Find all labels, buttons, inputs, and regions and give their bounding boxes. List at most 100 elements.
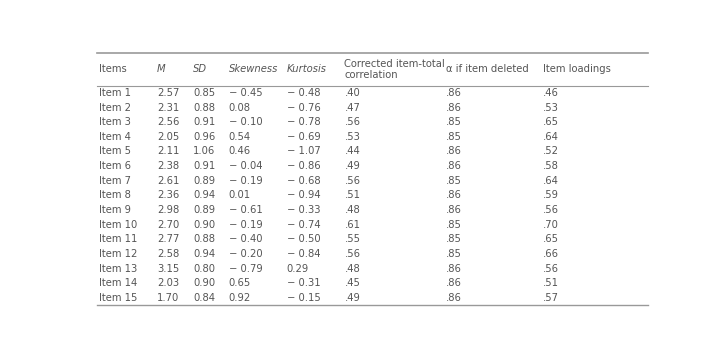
Text: Item 13: Item 13: [99, 264, 137, 274]
Text: .45: .45: [344, 278, 360, 288]
Text: Corrected item-total
correlation: Corrected item-total correlation: [344, 58, 445, 80]
Text: 0.94: 0.94: [193, 249, 215, 259]
Text: 2.70: 2.70: [157, 220, 179, 230]
Text: Item 14: Item 14: [99, 278, 137, 288]
Text: 0.88: 0.88: [193, 234, 215, 244]
Text: Item 6: Item 6: [99, 161, 132, 171]
Text: 2.36: 2.36: [157, 190, 179, 200]
Text: .49: .49: [344, 293, 360, 303]
Text: .86: .86: [446, 190, 462, 200]
Text: 0.94: 0.94: [193, 190, 215, 200]
Text: .64: .64: [543, 176, 559, 186]
Text: 0.85: 0.85: [193, 88, 215, 98]
Text: 0.89: 0.89: [193, 176, 215, 186]
Text: Item 12: Item 12: [99, 249, 137, 259]
Text: − 0.40: − 0.40: [228, 234, 262, 244]
Text: Item 11: Item 11: [99, 234, 137, 244]
Text: − 0.48: − 0.48: [286, 88, 320, 98]
Text: .61: .61: [344, 220, 361, 230]
Text: M: M: [157, 64, 166, 74]
Text: − 0.04: − 0.04: [228, 161, 262, 171]
Text: 1.70: 1.70: [157, 293, 179, 303]
Text: 2.11: 2.11: [157, 146, 179, 157]
Text: − 0.33: − 0.33: [286, 205, 320, 215]
Text: − 0.31: − 0.31: [286, 278, 320, 288]
Text: − 0.10: − 0.10: [228, 117, 262, 127]
Text: .65: .65: [543, 117, 559, 127]
Text: .51: .51: [344, 190, 361, 200]
Text: .57: .57: [543, 293, 559, 303]
Text: 0.65: 0.65: [228, 278, 251, 288]
Text: 0.88: 0.88: [193, 102, 215, 113]
Text: 0.80: 0.80: [193, 264, 215, 274]
Text: − 0.86: − 0.86: [286, 161, 320, 171]
Text: .86: .86: [446, 278, 462, 288]
Text: 2.57: 2.57: [157, 88, 179, 98]
Text: .70: .70: [543, 220, 559, 230]
Text: 2.77: 2.77: [157, 234, 179, 244]
Text: − 0.79: − 0.79: [228, 264, 262, 274]
Text: Item 8: Item 8: [99, 190, 131, 200]
Text: 2.05: 2.05: [157, 132, 179, 142]
Text: 0.01: 0.01: [228, 190, 251, 200]
Text: .53: .53: [344, 132, 360, 142]
Text: − 0.50: − 0.50: [286, 234, 320, 244]
Text: .85: .85: [446, 220, 462, 230]
Text: .47: .47: [344, 102, 360, 113]
Text: − 0.19: − 0.19: [228, 220, 262, 230]
Text: .51: .51: [543, 278, 559, 288]
Text: .48: .48: [344, 264, 360, 274]
Text: − 0.45: − 0.45: [228, 88, 262, 98]
Text: .53: .53: [543, 102, 559, 113]
Text: α if item deleted: α if item deleted: [446, 64, 529, 74]
Text: Item 2: Item 2: [99, 102, 132, 113]
Text: .59: .59: [543, 190, 559, 200]
Text: .85: .85: [446, 234, 462, 244]
Text: Item 4: Item 4: [99, 132, 131, 142]
Text: .49: .49: [344, 161, 360, 171]
Text: .56: .56: [344, 176, 361, 186]
Text: 1.06: 1.06: [193, 146, 215, 157]
Text: 2.03: 2.03: [157, 278, 179, 288]
Text: − 0.20: − 0.20: [228, 249, 262, 259]
Text: Kurtosis: Kurtosis: [286, 64, 327, 74]
Text: SD: SD: [193, 64, 207, 74]
Text: 0.08: 0.08: [228, 102, 251, 113]
Text: 2.38: 2.38: [157, 161, 179, 171]
Text: .64: .64: [543, 132, 559, 142]
Text: Item 9: Item 9: [99, 205, 132, 215]
Text: .85: .85: [446, 132, 462, 142]
Text: − 0.61: − 0.61: [228, 205, 262, 215]
Text: .40: .40: [344, 88, 360, 98]
Text: Item 5: Item 5: [99, 146, 132, 157]
Text: .44: .44: [344, 146, 360, 157]
Text: − 0.94: − 0.94: [286, 190, 320, 200]
Text: .46: .46: [543, 88, 559, 98]
Text: 0.91: 0.91: [193, 161, 215, 171]
Text: 0.92: 0.92: [228, 293, 251, 303]
Text: .52: .52: [543, 146, 559, 157]
Text: − 0.78: − 0.78: [286, 117, 320, 127]
Text: .86: .86: [446, 161, 462, 171]
Text: .85: .85: [446, 117, 462, 127]
Text: 3.15: 3.15: [157, 264, 179, 274]
Text: − 0.76: − 0.76: [286, 102, 320, 113]
Text: 0.84: 0.84: [193, 293, 215, 303]
Text: .56: .56: [344, 117, 361, 127]
Text: Item 15: Item 15: [99, 293, 137, 303]
Text: .85: .85: [446, 249, 462, 259]
Text: Items: Items: [99, 64, 127, 74]
Text: 2.56: 2.56: [157, 117, 179, 127]
Text: .56: .56: [344, 249, 361, 259]
Text: 0.29: 0.29: [286, 264, 309, 274]
Text: − 0.84: − 0.84: [286, 249, 320, 259]
Text: − 0.19: − 0.19: [228, 176, 262, 186]
Text: Item loadings: Item loadings: [543, 64, 611, 74]
Text: .56: .56: [543, 205, 559, 215]
Text: .48: .48: [344, 205, 360, 215]
Text: 2.58: 2.58: [157, 249, 179, 259]
Text: 0.54: 0.54: [228, 132, 251, 142]
Text: 2.61: 2.61: [157, 176, 179, 186]
Text: 0.46: 0.46: [228, 146, 251, 157]
Text: .86: .86: [446, 88, 462, 98]
